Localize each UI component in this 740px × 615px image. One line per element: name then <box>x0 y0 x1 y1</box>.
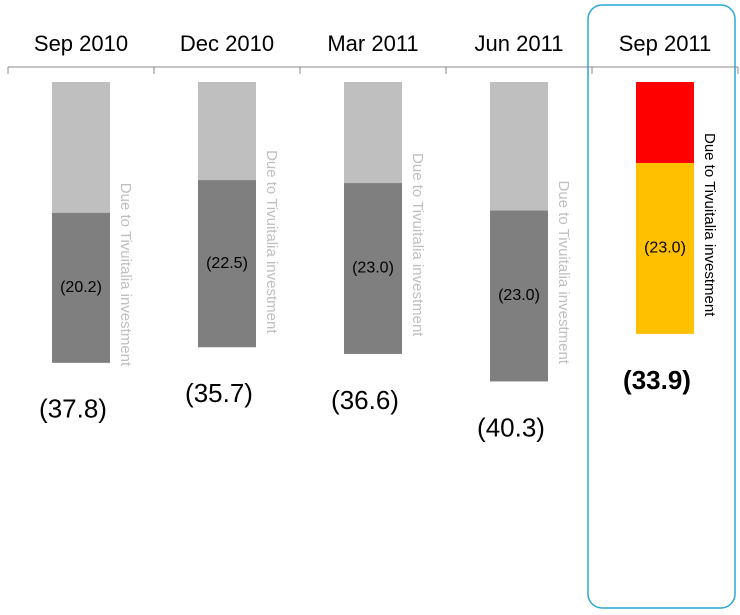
segment-label: (23.0) <box>644 240 686 257</box>
annotation: Due to Tivuitalia investment <box>263 150 280 334</box>
x-tick-label: Mar 2011 <box>327 31 418 56</box>
segment-label: (23.0) <box>352 260 394 277</box>
annotation: Due to Tivuitalia investment <box>117 183 134 367</box>
annotation: Due to Tivuitalia investment <box>555 181 572 365</box>
annotation: Due to Tivuitalia investment <box>701 133 718 317</box>
x-tick-label: Sep 2010 <box>34 31 128 56</box>
total-label: (40.3) <box>477 412 545 442</box>
x-tick-label: Dec 2010 <box>180 31 274 56</box>
total-label: (35.7) <box>185 378 253 408</box>
x-tick-label: Jun 2011 <box>475 31 564 56</box>
annotation: Due to Tivuitalia investment <box>409 153 426 337</box>
bar-segment <box>52 82 110 213</box>
segment-label: (22.5) <box>206 255 248 272</box>
x-tick-label: Sep 2011 <box>619 31 712 56</box>
total-label: (36.6) <box>331 385 399 415</box>
chart: Sep 2010 (20.2) Due to Tivuitalia investme… <box>0 0 740 615</box>
bar-segment <box>344 82 402 183</box>
segment-label: (20.2) <box>60 279 102 296</box>
bar-segment <box>198 82 256 180</box>
bar-segment <box>490 82 548 211</box>
total-label: (37.8) <box>39 394 107 424</box>
total-label: (33.9) <box>623 365 691 395</box>
bar-segment <box>636 82 694 163</box>
segment-label: (23.0) <box>498 287 540 304</box>
